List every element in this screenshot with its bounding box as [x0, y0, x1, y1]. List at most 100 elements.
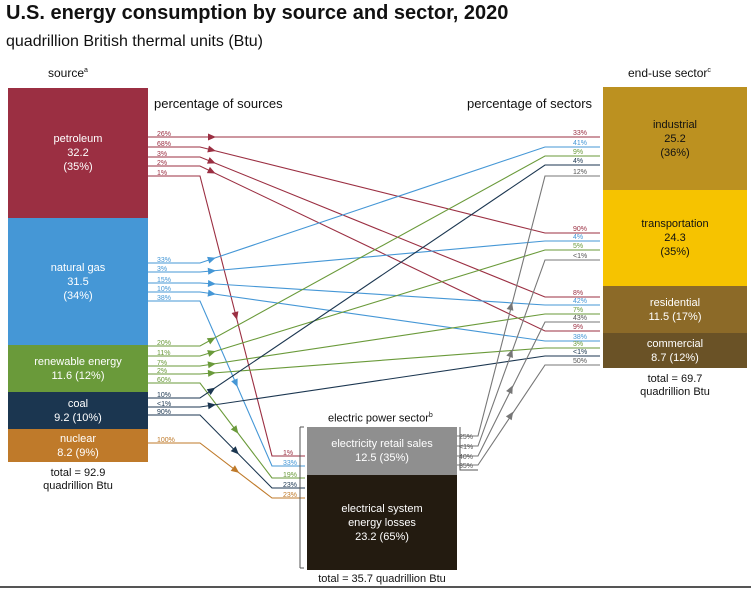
- flow-target-label: 90%: [573, 226, 587, 233]
- flow-target-label: 23%: [283, 492, 297, 499]
- flow-line: [148, 240, 600, 273]
- losses-label: electrical system energy losses: [341, 502, 423, 529]
- flow-arrowhead: [207, 369, 216, 377]
- electric-bracket-left: [299, 426, 304, 569]
- flow-line: [148, 414, 305, 489]
- sector-percent: (36%): [660, 146, 690, 159]
- flow-arrowhead: [207, 267, 216, 275]
- sector-value: 8.7 (12%): [651, 351, 699, 364]
- source-box-coal: coal 9.2 (10%): [8, 392, 148, 429]
- flow-arrowhead: [207, 289, 216, 297]
- source-value: 31.5: [67, 275, 89, 288]
- flow-arrowhead: [207, 361, 216, 369]
- flow-arrowhead: [207, 280, 216, 288]
- flow-line: [148, 442, 305, 499]
- energy-losses-box: electrical system energy losses 23.2 (65…: [307, 475, 457, 570]
- flow-source-label: 3%: [157, 151, 167, 158]
- sector-value: 11.5 (17%): [648, 310, 702, 323]
- flow-source-label: 1%: [157, 170, 167, 177]
- sector-total-line2: quadrillion Btu: [640, 386, 710, 398]
- flow-target-label: 7%: [573, 307, 583, 314]
- flow-target-label: 33%: [283, 460, 297, 467]
- sector-name: commercial: [646, 337, 704, 350]
- flow-source-label: 10%: [157, 286, 171, 293]
- flow-line: [148, 146, 600, 264]
- flow-line: [148, 355, 600, 408]
- flow-source-label: 25%: [459, 434, 473, 441]
- flow-arrowhead: [506, 302, 514, 311]
- flow-target-label: 12%: [573, 169, 587, 176]
- flow-source-label: 2%: [157, 160, 167, 167]
- source-name: petroleum: [53, 133, 103, 145]
- flow-arrowhead: [505, 411, 514, 421]
- source-box-natural-gas: natural gas 31.5 (34%): [8, 218, 148, 345]
- sector-box-transportation: transportation 24.3 (35%): [603, 190, 747, 286]
- flow-target-label: 9%: [573, 324, 583, 331]
- flow-line: [457, 364, 600, 466]
- flow-source-label: 26%: [157, 131, 171, 138]
- source-total: total = 92.9 quadrillion Btu: [8, 467, 148, 493]
- sector-box-industrial: industrial 25.2 (36%): [603, 87, 747, 190]
- source-total-line2: quadrillion Btu: [43, 480, 113, 492]
- retail-value: 12.5 (35%): [355, 452, 409, 464]
- flow-source-label: 35%: [459, 463, 473, 470]
- flow-arrowhead: [506, 385, 513, 395]
- flow-target-label: 33%: [573, 130, 587, 137]
- flow-target-label: 42%: [573, 298, 587, 305]
- flow-source-label: 15%: [157, 277, 171, 284]
- page-subtitle: quadrillion British thermal units (Btu): [6, 33, 263, 50]
- source-value: 9.2 (10%): [54, 411, 102, 424]
- flow-source-label: <1%: [157, 401, 171, 408]
- end-use-sector-header: end-use sectorc: [628, 66, 711, 80]
- sector-value: 25.2: [664, 132, 686, 145]
- flow-source-label: 40%: [459, 454, 473, 461]
- flow-target-label: 4%: [573, 158, 583, 165]
- source-total-line1: total = 92.9: [50, 467, 106, 479]
- sector-percent: (35%): [660, 246, 690, 258]
- flow-source-label: 60%: [157, 377, 171, 384]
- flow-source-label: 33%: [157, 257, 171, 264]
- source-value: 8.2 (9%): [57, 446, 99, 459]
- sector-value: 24.3: [664, 232, 686, 244]
- flow-arrowhead: [207, 256, 216, 264]
- flow-line: [148, 291, 600, 342]
- flow-arrowhead: [207, 145, 216, 153]
- sector-total-line1: total = 69.7: [647, 373, 703, 385]
- percentage-of-sources-header: percentage of sources: [154, 96, 283, 111]
- flow-line: [148, 146, 600, 234]
- bottom-rule: [0, 586, 751, 588]
- flow-target-label: 3%: [573, 341, 583, 348]
- flow-source-label: <1%: [459, 444, 473, 451]
- electricity-retail-sales-box: electricity retail sales 12.5 (35%): [307, 427, 457, 475]
- flow-arrowhead: [231, 311, 239, 320]
- flow-line: [148, 347, 600, 375]
- page-title: U.S. energy consumption by source and se…: [6, 2, 509, 24]
- flow-arrowhead: [231, 378, 238, 388]
- sector-name: transportation: [641, 218, 709, 230]
- flow-source-label: 100%: [157, 437, 175, 444]
- source-name: nuclear: [59, 432, 97, 445]
- source-name: coal: [67, 397, 89, 410]
- flow-source-label: 2%: [157, 368, 167, 375]
- sector-name: residential: [649, 296, 701, 309]
- losses-value: 23.2 (65%): [355, 530, 409, 543]
- source-value: 32.2: [67, 147, 89, 159]
- sector-name: industrial: [652, 118, 698, 131]
- retail-label: electricity retail sales: [331, 438, 433, 450]
- source-name: natural gas: [50, 261, 106, 274]
- flow-target-label: 4%: [573, 234, 583, 241]
- sector-box-commercial: commercial 8.7 (12%): [603, 333, 747, 368]
- flow-line: [148, 282, 600, 306]
- source-value: 11.6 (12%): [51, 369, 105, 382]
- flow-arrowhead: [230, 425, 239, 434]
- source-box-nuclear: nuclear 8.2 (9%): [8, 429, 148, 462]
- flow-source-label: 3%: [157, 266, 167, 273]
- source-box-petroleum: petroleum 32.2 (35%): [8, 88, 148, 218]
- flow-line: [148, 156, 600, 298]
- flow-arrowhead: [207, 350, 216, 357]
- flow-arrowhead: [506, 349, 513, 358]
- flow-source-label: 11%: [157, 350, 171, 357]
- flow-arrowhead: [206, 166, 216, 174]
- electric-power-sector-header: electric power sectorb: [328, 412, 433, 425]
